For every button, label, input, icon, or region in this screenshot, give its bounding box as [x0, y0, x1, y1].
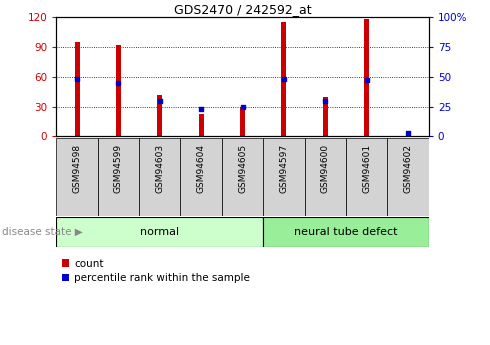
Bar: [323, 97, 328, 136]
Text: GSM94603: GSM94603: [155, 144, 164, 193]
Bar: [346, 138, 388, 216]
Text: disease state ▶: disease state ▶: [2, 227, 83, 237]
Text: GSM94605: GSM94605: [238, 144, 247, 193]
Legend: count, percentile rank within the sample: count, percentile rank within the sample: [62, 259, 250, 283]
Point: [156, 98, 164, 104]
Point: [115, 80, 122, 86]
Bar: [198, 115, 204, 136]
Text: GSM94598: GSM94598: [73, 144, 81, 193]
Bar: [56, 138, 98, 216]
Bar: [364, 19, 369, 136]
Point: [197, 106, 205, 112]
Bar: [180, 138, 222, 216]
Point: [239, 104, 246, 109]
Text: GSM94604: GSM94604: [196, 144, 206, 193]
Text: GSM94600: GSM94600: [321, 144, 330, 193]
Bar: [139, 138, 180, 216]
Point: [73, 76, 81, 82]
Bar: [263, 138, 305, 216]
Bar: [116, 45, 121, 136]
Bar: [281, 22, 287, 136]
Bar: [305, 138, 346, 216]
Text: GSM94602: GSM94602: [404, 144, 413, 193]
Text: normal: normal: [140, 227, 179, 237]
Bar: [74, 42, 79, 136]
Text: GSM94601: GSM94601: [362, 144, 371, 193]
Bar: [406, 131, 411, 136]
Bar: [98, 138, 139, 216]
Bar: [222, 138, 263, 216]
Point: [404, 130, 412, 136]
Point: [363, 78, 370, 83]
Bar: [263, 217, 429, 247]
Bar: [388, 138, 429, 216]
Title: GDS2470 / 242592_at: GDS2470 / 242592_at: [174, 3, 311, 16]
Point: [321, 98, 329, 104]
Text: GSM94597: GSM94597: [279, 144, 289, 193]
Bar: [157, 95, 162, 136]
Text: neural tube defect: neural tube defect: [294, 227, 398, 237]
Point: [280, 76, 288, 82]
Bar: [56, 217, 263, 247]
Bar: [240, 107, 245, 136]
Text: GSM94599: GSM94599: [114, 144, 123, 193]
